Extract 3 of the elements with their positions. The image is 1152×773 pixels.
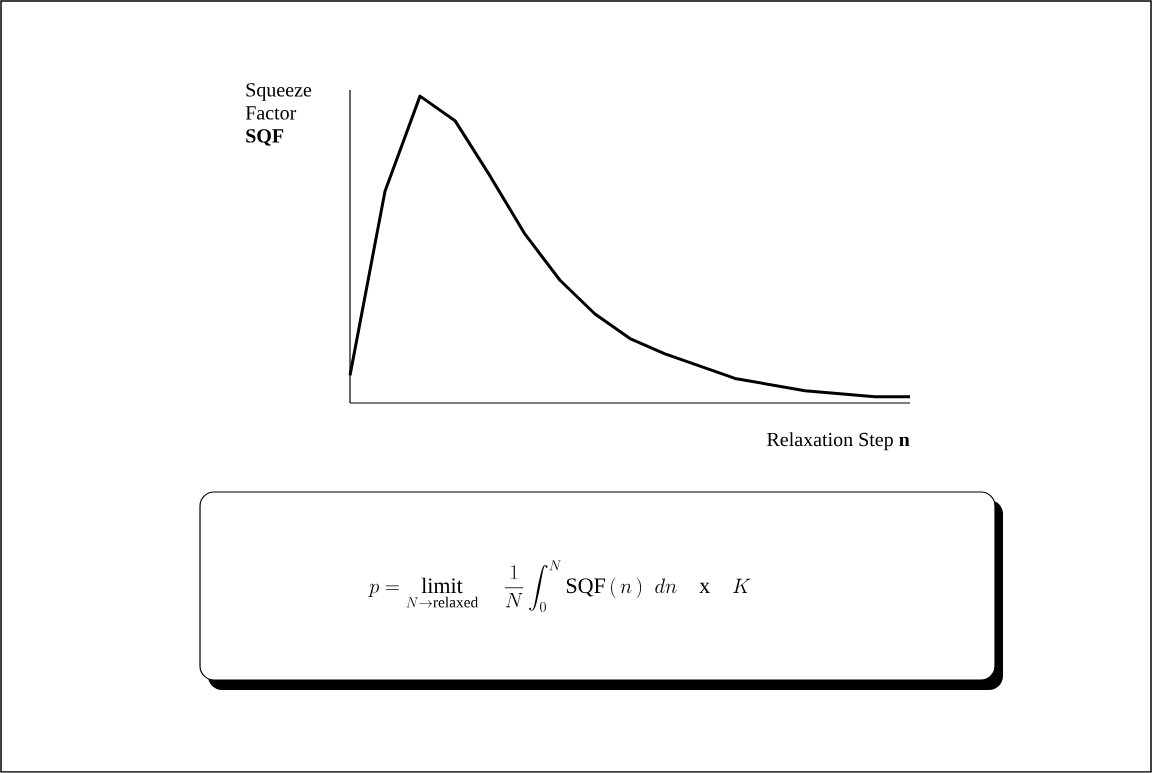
x-axis-title: Relaxation Step n (767, 432, 910, 451)
y-axis-title: Squeeze Factor SQF (245, 83, 312, 146)
text: $p = \mathop{\mathrm{limit}}\limits_{N \rightarrow \mathrm{relaxed}} \quad \frac{1}{N} \int_{0}^{N} \mathrm{SQF}\,(\,n\,)\;\; dn \quad \mathrm{x} \quad K$ (368, 560, 751, 612)
